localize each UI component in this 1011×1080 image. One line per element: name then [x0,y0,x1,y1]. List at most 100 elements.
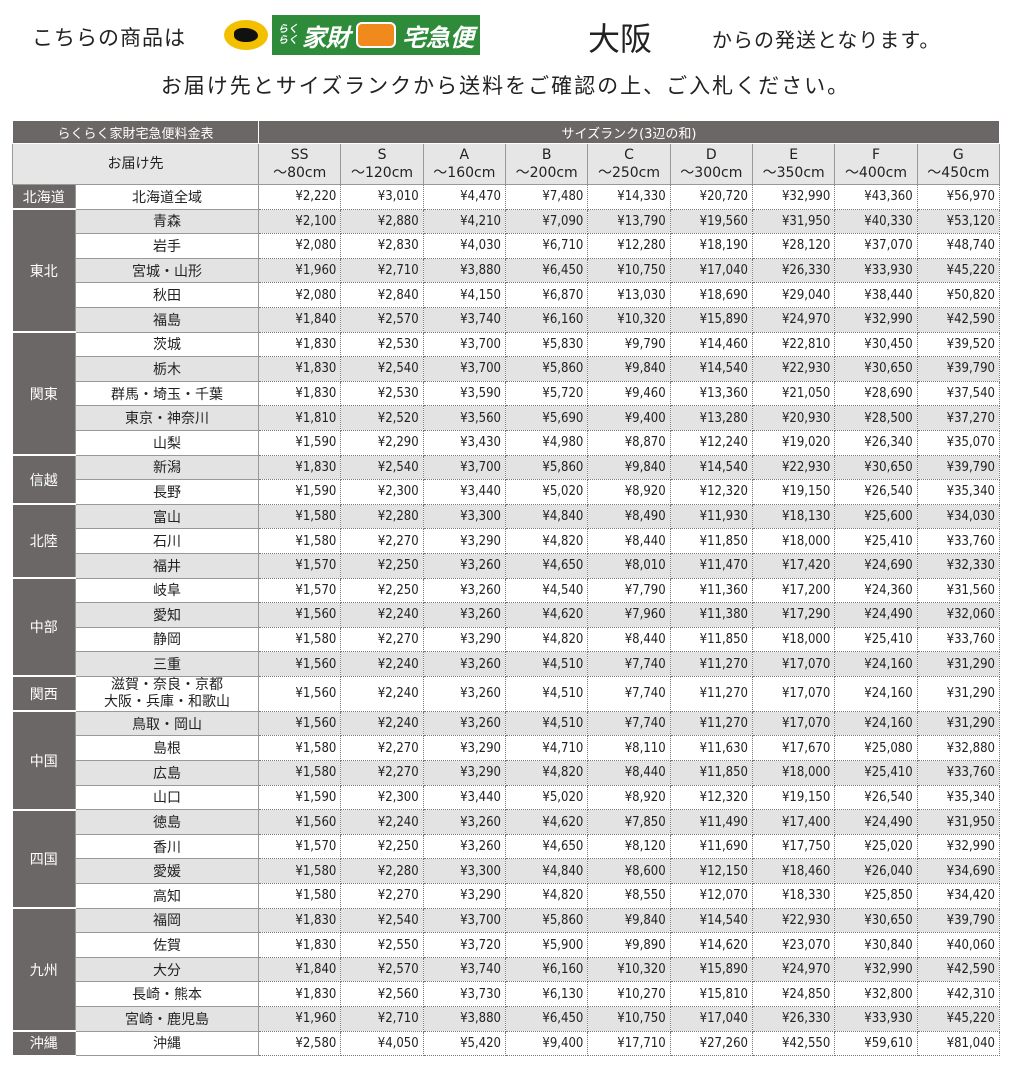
price: ¥42,310 [916,981,1001,1007]
price: ¥22,930 [751,907,836,934]
destination: 新潟 [74,454,260,481]
price: ¥32,990 [834,956,918,983]
price: ¥11,630 [669,735,753,762]
price: ¥45,220 [916,257,1001,284]
price: ¥3,880 [422,257,507,284]
price: ¥3,440 [422,479,507,505]
price: ¥2,220 [258,184,342,210]
price: ¥17,040 [669,257,753,284]
price: ¥24,160 [834,651,918,677]
table-title: らくらく家財宅急便料金表 [11,120,260,144]
table-row: 中国 鳥取・岡山 ¥1,560 ¥2,240 ¥3,260 ¥4,510 ¥7,740 ¥11… [12,710,1001,811]
price: ¥5,860 [504,356,589,382]
price: ¥17,040 [669,1006,753,1032]
subtitle: お届け先とサイズランクから送料をご確認の上、ご入札ください。 [160,74,851,98]
price: ¥2,710 [340,1006,424,1032]
price: ¥11,490 [669,809,753,835]
rate-table: らくらく家財宅急便料金表 サイズランク(3辺の和) お届け先 SS ～80cm S ～… [11,120,1001,1057]
destination: 東京・神奈川 [74,405,260,431]
price: ¥8,550 [587,883,671,909]
table-row: 山梨 ¥1,590 ¥2,290 ¥3,430 ¥4,980 ¥8,870 ¥12,240 ¥… [13,429,1001,456]
price: ¥25,080 [834,735,918,762]
price: ¥25,020 [834,833,918,860]
price: ¥26,330 [751,257,836,284]
table-row: 広島 ¥1,580 ¥2,270 ¥3,290 ¥4,820 ¥8,440 ¥11,850 ¥… [13,760,1001,786]
price: ¥8,490 [587,503,671,530]
price: ¥42,590 [916,306,1001,333]
price: ¥31,290 [916,710,1001,737]
price: ¥3,740 [422,956,507,983]
price: ¥18,190 [669,233,753,259]
price: ¥31,560 [916,577,1001,604]
price: ¥7,740 [587,675,671,712]
price: ¥3,720 [422,932,507,958]
destination: 石川 [74,528,260,554]
price: ¥2,250 [340,577,424,604]
price: ¥30,650 [834,356,918,382]
price: ¥32,880 [916,735,1001,762]
region: 九州 [12,908,76,1033]
region: 東北 [12,209,76,334]
price: ¥35,340 [916,784,1001,811]
price: ¥3,290 [422,883,507,909]
price: ¥7,090 [504,208,589,235]
price: ¥4,470 [422,184,507,210]
table-row: 高知 ¥1,580 ¥2,270 ¥3,290 ¥4,820 ¥8,550 ¥12,070 ¥… [13,883,1001,909]
price: ¥24,970 [751,956,836,983]
price: ¥43,360 [834,184,918,210]
price: ¥26,540 [834,479,918,505]
price: ¥17,750 [751,833,836,860]
table-row: 山口 ¥1,590 ¥2,300 ¥3,440 ¥5,020 ¥8,920 ¥12,320 ¥… [13,784,1001,811]
price: ¥30,650 [834,454,918,481]
price: ¥13,280 [669,405,753,431]
price: ¥2,290 [340,429,424,456]
table-row: 信越 新潟 ¥1,830 ¥2,540 ¥3,700 ¥5,860 ¥9,840 ¥14,54… [12,454,1001,506]
table-row: 中部 岐阜 ¥1,570 ¥2,250 ¥3,260 ¥4,540 ¥7,790 ¥11,36… [12,577,1001,678]
price: ¥5,860 [504,907,589,934]
table-row: 静岡 ¥1,580 ¥2,270 ¥3,290 ¥4,820 ¥8,440 ¥11,850 ¥… [13,626,1001,653]
price: ¥22,810 [751,331,836,358]
destination: 福岡 [74,907,260,934]
price: ¥1,580 [258,760,342,786]
destination: 福島 [74,306,260,333]
price: ¥17,420 [751,552,836,579]
price: ¥17,070 [751,651,836,677]
header-prefix: こちらの商品は [32,26,186,50]
size-rank: D [705,147,717,163]
price: ¥12,280 [587,233,671,259]
destination: 福井 [74,552,260,579]
price: ¥6,160 [504,306,589,333]
size-header: F ～400cm [834,143,918,185]
price: ¥3,560 [422,405,507,431]
destination: 茨城 [74,331,260,358]
logo-box: らくらく 家財 宅急便 [272,15,480,55]
price: ¥8,440 [587,626,671,653]
table-row: 島根 ¥1,580 ¥2,270 ¥3,290 ¥4,710 ¥8,110 ¥11,630 ¥… [13,735,1001,762]
size-range: ～400cm [844,165,907,181]
destination: 島根 [74,735,260,762]
price: ¥3,700 [422,454,507,481]
price: ¥34,420 [916,883,1001,909]
price: ¥42,590 [916,956,1001,983]
price: ¥4,820 [504,883,589,909]
size-rank: A [459,147,470,163]
logo-kazai: 家財 [302,23,350,52]
logo-takkyubin: 宅急便 [402,23,474,52]
price: ¥20,720 [669,184,753,210]
price: ¥12,320 [669,479,753,505]
price: ¥10,320 [587,306,671,333]
destination: 宮崎・鹿児島 [74,1006,260,1032]
price: ¥9,790 [587,331,671,358]
destination: 富山 [74,503,260,530]
price: ¥4,510 [504,710,589,737]
price: ¥30,650 [834,907,918,934]
destination: 広島 [74,760,260,786]
price: ¥31,290 [916,675,1001,712]
price: ¥11,850 [669,528,753,554]
price: ¥48,740 [916,233,1001,259]
price: ¥1,960 [258,257,342,284]
price: ¥10,320 [587,956,671,983]
price: ¥1,590 [258,784,342,811]
price: ¥8,110 [587,735,671,762]
price: ¥19,150 [751,784,836,811]
